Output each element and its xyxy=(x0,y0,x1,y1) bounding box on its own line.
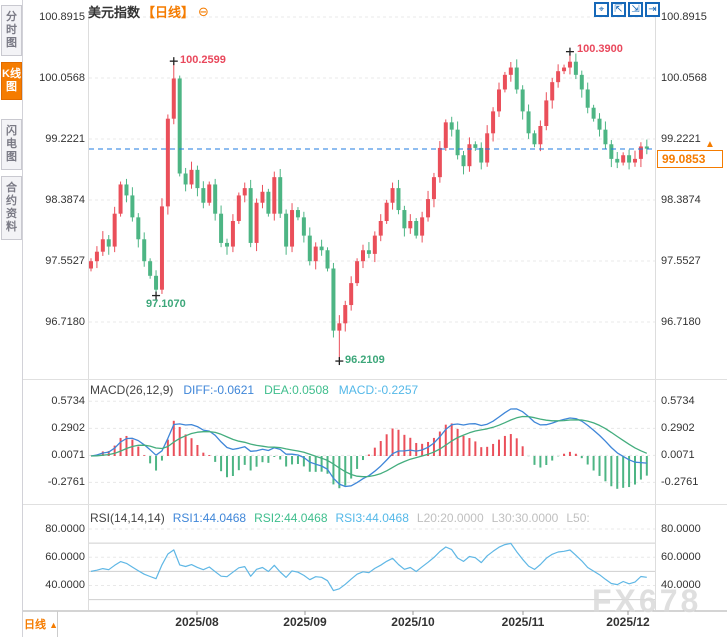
watermark: FX678 xyxy=(592,583,702,619)
rsi-axis-label: 40.0000 xyxy=(661,579,701,591)
price-axis-label: 97.5527 xyxy=(661,255,701,267)
x-axis-label: 2025/12 xyxy=(606,615,650,629)
x-axis-label: 2025/11 xyxy=(501,615,545,629)
rsi-axis-label: 60.0000 xyxy=(661,551,701,563)
x-axis-label: 2025/09 xyxy=(283,615,327,629)
macd-macd-value: MACD:-0.2257 xyxy=(338,383,419,397)
macd-title: MACD(26,12,9) xyxy=(90,383,174,397)
sidebar-tab-timeshare[interactable]: 分时图 xyxy=(1,5,22,56)
period-selector-button[interactable]: 日线 ▲ xyxy=(24,616,58,632)
x-axis-label: 2025/08 xyxy=(175,615,219,629)
collapse-icon[interactable]: ⊖ xyxy=(198,3,209,19)
rsi-l30-value: L30:30.0000 xyxy=(491,511,559,525)
pan-right-icon[interactable]: ⇥ xyxy=(645,2,660,17)
macd-header: MACD(26,12,9) DIFF:-0.0621 DEA:0.0508 MA… xyxy=(90,383,653,397)
sidebar-tab-kline[interactable]: K线图 xyxy=(1,62,22,100)
sidebar-tab-lightning[interactable]: 闪电图 xyxy=(1,119,22,170)
price-axis-label: 99.2221 xyxy=(45,133,85,145)
rsi-l20-value: L20:20.0000 xyxy=(416,511,484,525)
rsi-axis-label: 60.0000 xyxy=(45,551,85,563)
period-tag: 【日线】 xyxy=(142,5,195,20)
x-axis-label: 2025/10 xyxy=(391,615,435,629)
chevron-up-icon: ▲ xyxy=(49,620,58,630)
macd-axis-label: -0.2761 xyxy=(661,476,699,488)
zoom-axis-out-icon[interactable]: ⇲ xyxy=(628,2,643,17)
rsi-axis-label: 80.0000 xyxy=(661,523,701,535)
high-price-annotation: 100.3900 xyxy=(577,43,623,55)
high-price-annotation: 100.2599 xyxy=(180,54,226,66)
current-price-badge: 99.0853 xyxy=(657,150,723,168)
price-axis-label: 100.8915 xyxy=(661,11,707,23)
macd-axis-label: 0.2902 xyxy=(661,422,695,434)
macd-axis-label: 0.0071 xyxy=(661,449,695,461)
chart-header: 美元指数 【日线】 ⊖ xyxy=(88,2,209,21)
macd-axis-label: -0.2761 xyxy=(47,476,85,488)
rsi-title: RSI(14,14,14) xyxy=(90,511,165,525)
rsi-l50-value: L50: xyxy=(566,511,590,525)
instrument-title: 美元指数 xyxy=(88,5,141,20)
price-axis-label: 97.5527 xyxy=(45,255,85,267)
price-axis-label: 100.0568 xyxy=(661,72,707,84)
macd-axis-label: 0.5734 xyxy=(661,395,695,407)
macd-axis-label: 0.5734 xyxy=(51,395,85,407)
crosshair-move-icon[interactable]: ⌖ xyxy=(594,2,609,17)
price-axis-label: 96.7180 xyxy=(45,316,85,328)
rsi1-value: RSI1:44.0468 xyxy=(172,511,247,525)
rsi2-value: RSI2:44.0468 xyxy=(254,511,328,525)
price-axis-label: 98.3874 xyxy=(661,194,701,206)
price-axis-label: 99.2221 xyxy=(661,133,701,145)
sidebar-tab-contract-info[interactable]: 合约资料 xyxy=(1,176,22,240)
macd-diff-value: DIFF:-0.0621 xyxy=(183,383,255,397)
zoom-axis-in-icon[interactable]: ⇱ xyxy=(611,2,626,17)
rsi-axis-label: 80.0000 xyxy=(45,523,85,535)
low-price-annotation: 97.1070 xyxy=(146,298,186,310)
macd-axis-label: 0.0071 xyxy=(51,449,85,461)
sidebar-divider xyxy=(22,0,23,637)
price-axis-label: 100.0568 xyxy=(39,72,85,84)
price-axis-label: 96.7180 xyxy=(661,316,701,328)
period-selector-label: 日线 xyxy=(24,619,46,631)
rsi-axis-label: 40.0000 xyxy=(45,579,85,591)
price-axis-label: 100.8915 xyxy=(39,11,85,23)
macd-dea-value: DEA:0.0508 xyxy=(264,383,329,397)
low-price-annotation: 96.2109 xyxy=(345,354,385,366)
price-up-arrow-icon: ▲ xyxy=(705,139,715,150)
price-axis-label: 98.3874 xyxy=(45,194,85,206)
rsi-header: RSI(14,14,14) RSI1:44.0468 RSI2:44.0468 … xyxy=(90,511,653,525)
rsi3-value: RSI3:44.0468 xyxy=(335,511,409,525)
macd-axis-label: 0.2902 xyxy=(51,422,85,434)
chart-toolbar: ⌖ ⇱ ⇲ ⇥ xyxy=(594,2,660,17)
